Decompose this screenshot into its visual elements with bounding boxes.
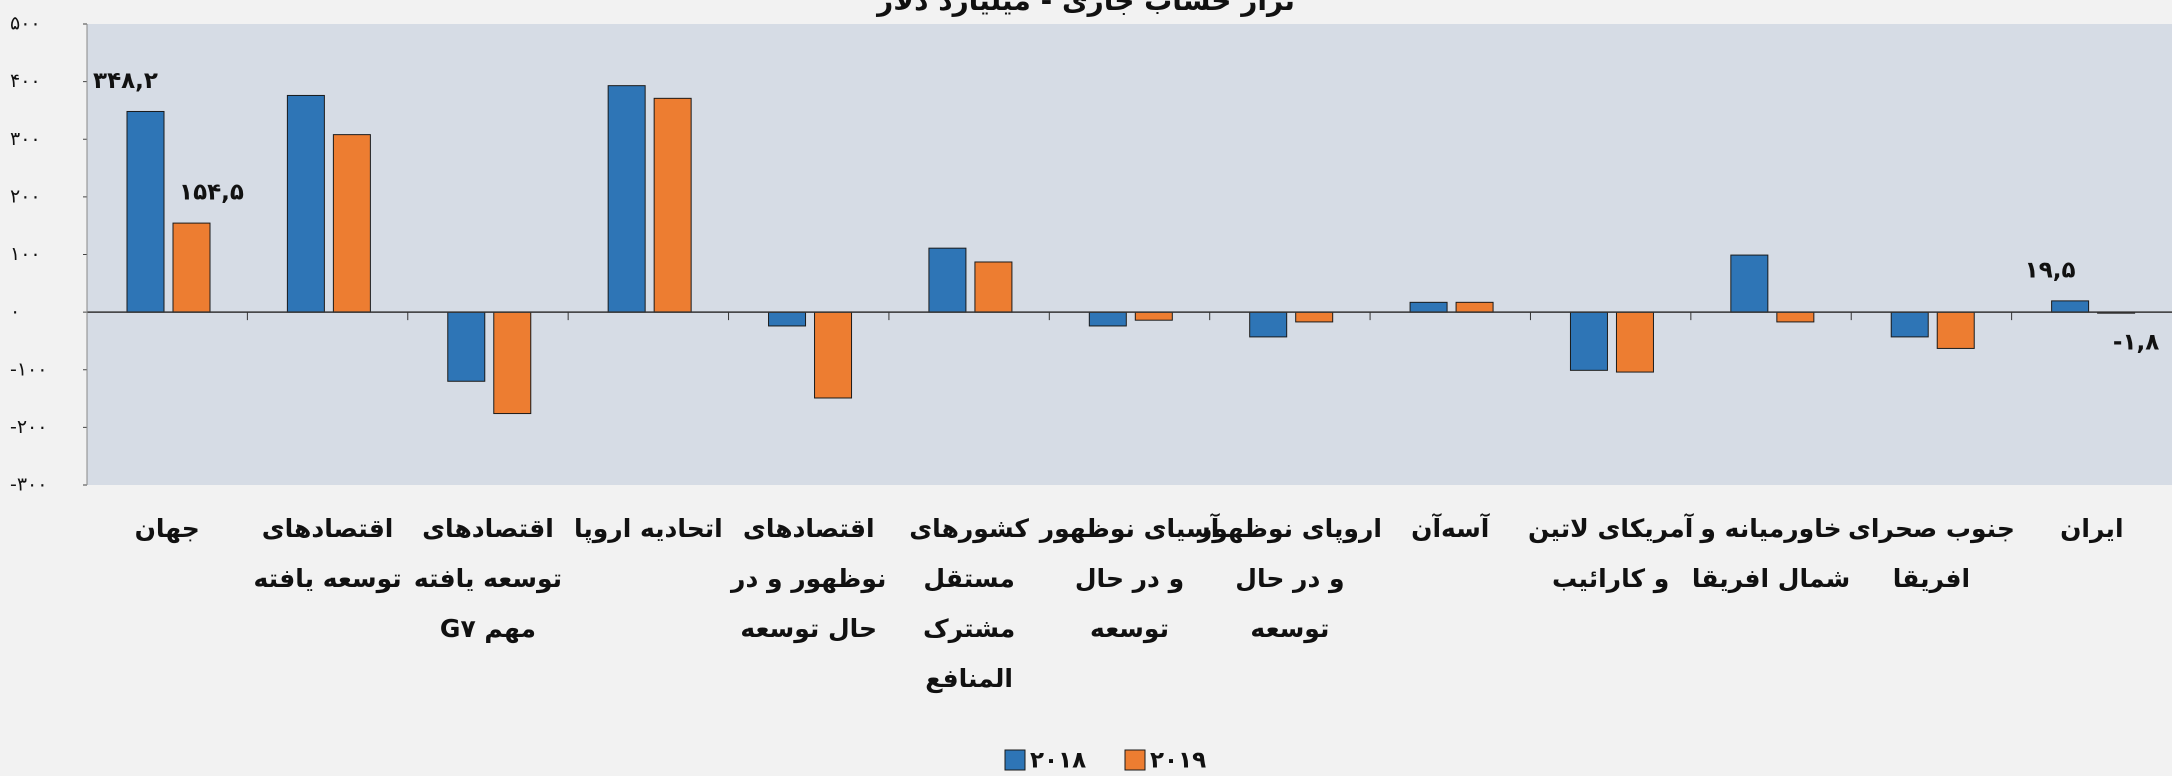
bar (286, 94, 325, 313)
bar (607, 85, 646, 313)
x-tick-label: آسه‌آن (1411, 513, 1491, 543)
y-tick-label: ۵۰۰ (10, 13, 41, 35)
data-label: ۱۹,۵ (2025, 257, 2076, 283)
legend-swatch (1124, 749, 1146, 771)
bar (928, 247, 967, 313)
y-tick-label: ۲۰۰ (10, 185, 41, 207)
y-tick-label: -۱۰۰ (10, 358, 47, 380)
x-tick-label: اتحادیه اروپا (574, 514, 723, 544)
x-tick-label: مشترک (923, 614, 1015, 644)
bar (1936, 311, 1975, 349)
x-tick-label: توسعه (1090, 614, 1169, 644)
legend-label: ۲۰۱۸ (1030, 748, 1086, 774)
y-tick-label: ۰ (10, 301, 20, 323)
x-tick-label: نوظهور و در (729, 564, 886, 594)
y-tick-label: ۱۰۰ (10, 243, 41, 265)
bar (1776, 311, 1815, 323)
bar (1890, 311, 1929, 338)
bar (1088, 311, 1127, 327)
y-tick-label: -۲۰۰ (10, 416, 47, 438)
x-tick-label: توسعه یافته (254, 564, 402, 594)
y-tick-label: ۴۰۰ (10, 70, 41, 92)
x-tick-label: توسعه یافته (414, 564, 562, 594)
bar (974, 261, 1013, 313)
bar (1615, 311, 1654, 373)
bar (2051, 300, 2090, 313)
x-tick-label: خاورمیانه و (1698, 514, 1841, 544)
x-tick-label: و کارائیب (1552, 564, 1669, 594)
x-tick-label: مستقل (923, 564, 1014, 593)
data-label: ۱۵۴,۵ (179, 180, 244, 206)
legend-swatch (1004, 749, 1026, 771)
bar (126, 110, 165, 313)
bar (653, 97, 692, 313)
x-tick-label: اقتصادهای (422, 514, 554, 543)
data-label: ۳۴۸,۲ (93, 68, 158, 94)
bar (1295, 311, 1334, 323)
bar (1249, 311, 1288, 338)
x-tick-label: افریقا (1893, 564, 1970, 594)
bar (1569, 311, 1608, 371)
y-tick-label: -۳۰۰ (10, 474, 47, 496)
bar (447, 311, 486, 382)
x-tick-label: جهان (135, 514, 200, 544)
x-tick-label: مهم G۷ (440, 614, 536, 644)
bar (1409, 301, 1448, 313)
x-tick-label: اقتصادهای (262, 514, 394, 543)
x-tick-label: و در حال (1075, 564, 1184, 594)
x-tick-label: حال توسعه (740, 614, 877, 644)
chart-title: تراز حساب جاری - میلیارد دلار (875, 0, 1295, 17)
bar (814, 311, 853, 399)
plot-area (87, 24, 2172, 485)
x-tick-label: شمال افریقا (1692, 564, 1850, 594)
x-tick-label: آسیای نوظهور (1038, 513, 1221, 544)
x-tick-label: و در حال (1235, 564, 1344, 594)
x-tick-label: المنافع (925, 664, 1013, 694)
bar (768, 311, 807, 327)
x-tick-label: توسعه (1250, 614, 1329, 644)
x-tick-label: ایران (2060, 514, 2123, 544)
bar (493, 311, 532, 415)
x-tick-label: اقتصادهای (743, 514, 875, 543)
legend-label: ۲۰۱۹ (1150, 748, 1206, 774)
y-tick-label: ۳۰۰ (10, 128, 41, 150)
x-tick-label: کشورهای (909, 514, 1029, 544)
bar (1134, 311, 1173, 321)
data-label: -۱,۸ (2113, 330, 2159, 356)
x-tick-label: آمریکای لاتین (1528, 513, 1695, 544)
x-tick-label: جنوب صحرای (1848, 514, 2015, 544)
bar (332, 134, 371, 313)
bar (172, 222, 211, 313)
x-tick-label: اروپای نوظهور (1196, 514, 1382, 544)
bar (1730, 254, 1769, 313)
bar (1455, 301, 1494, 313)
